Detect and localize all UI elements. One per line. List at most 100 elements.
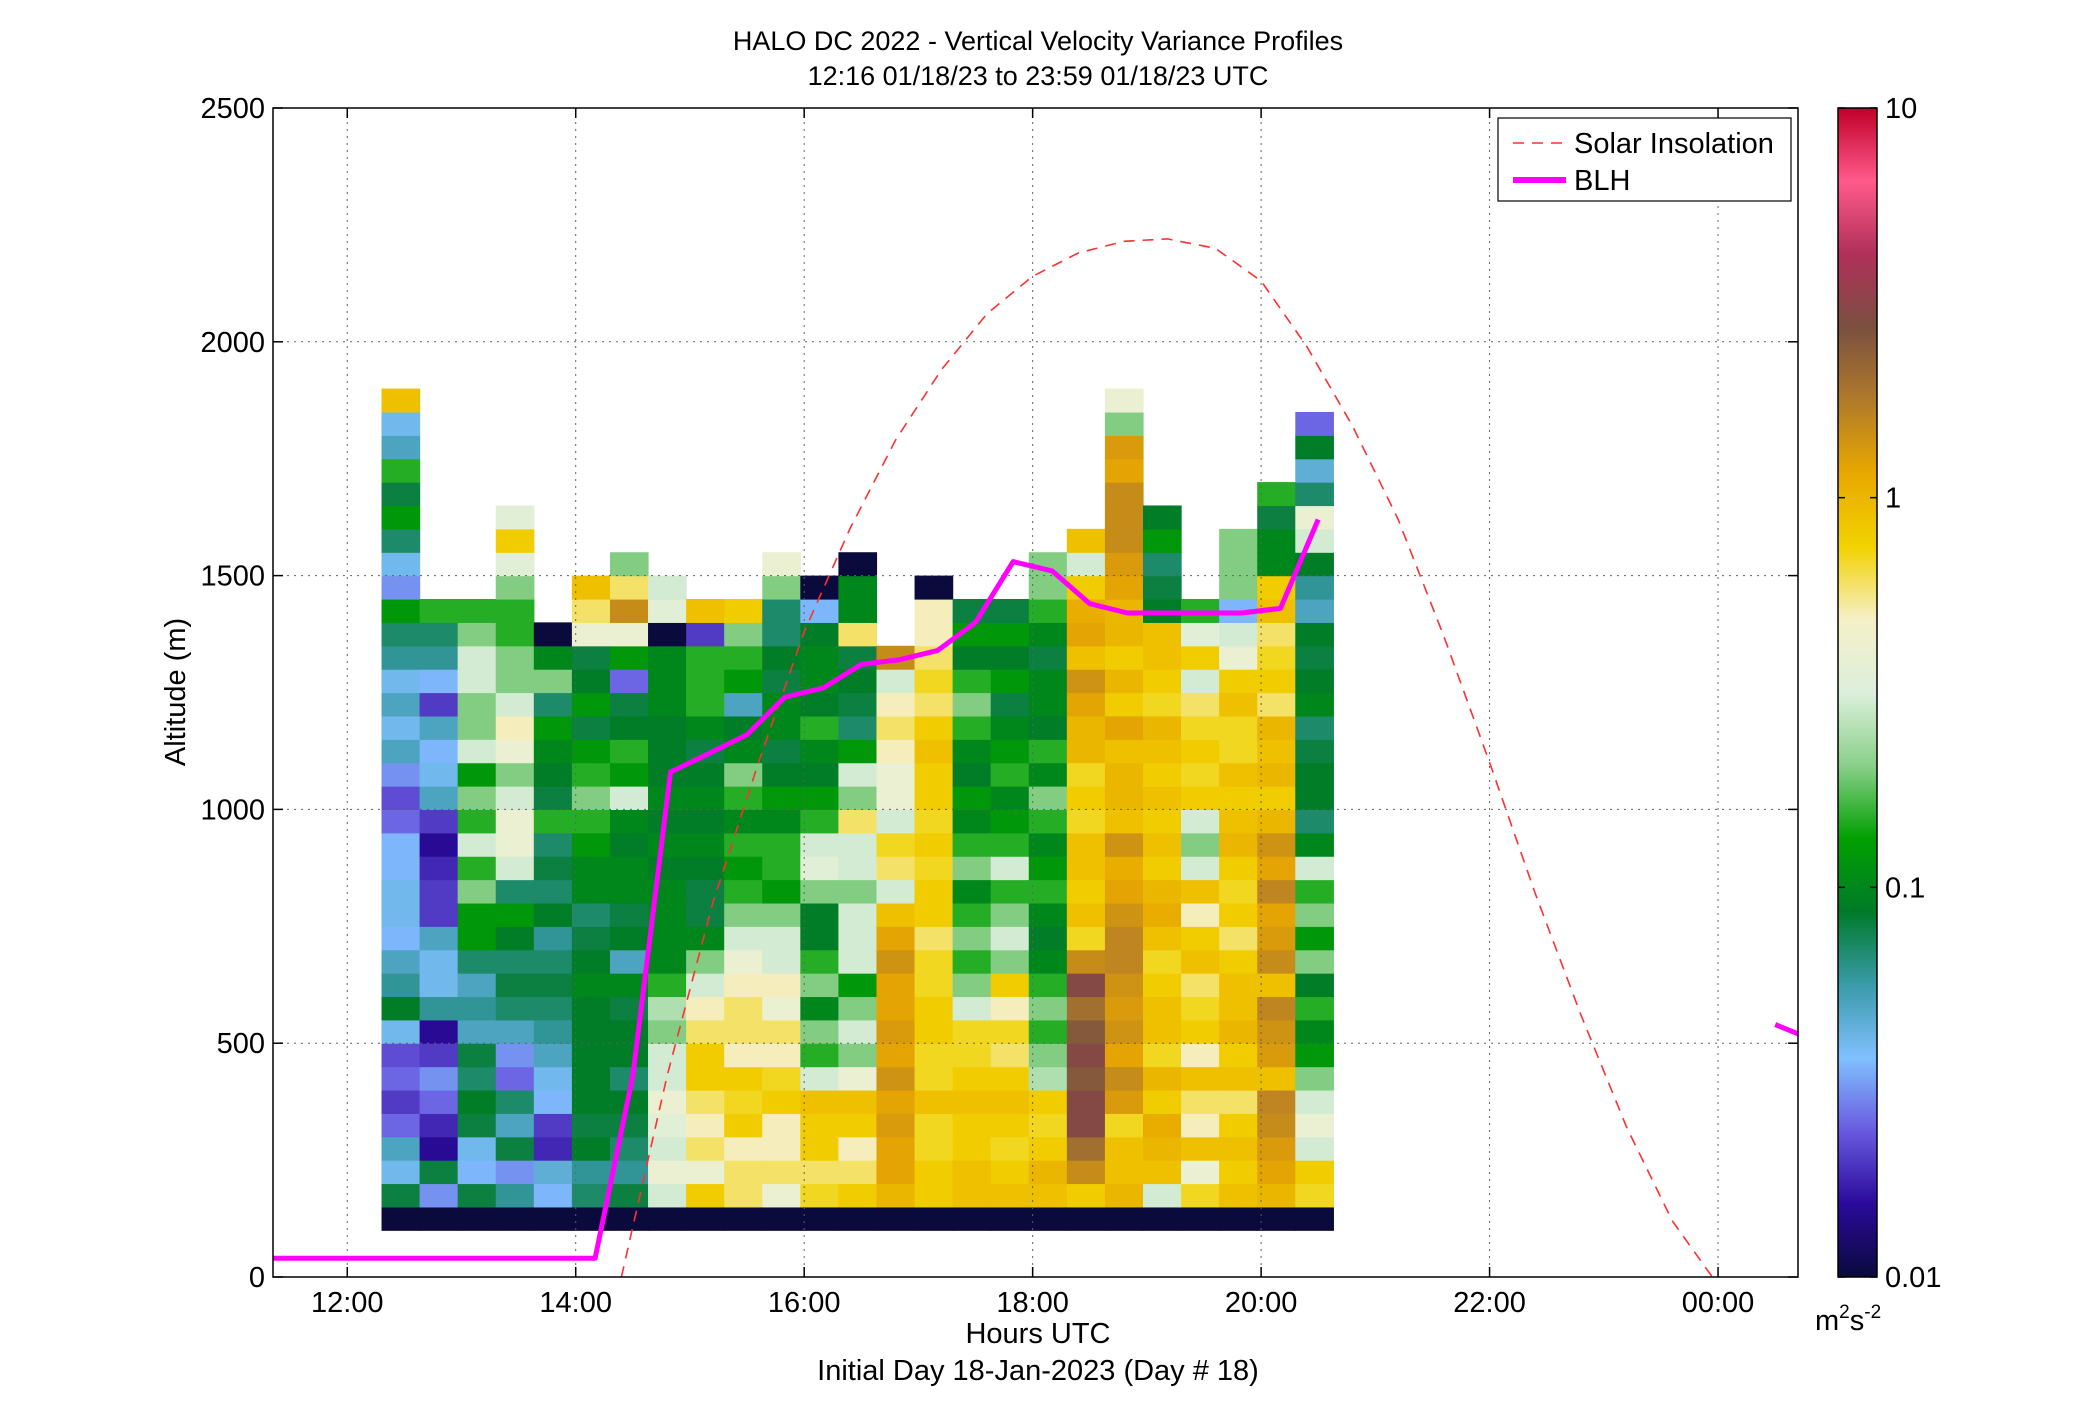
heatmap-cell (571, 1089, 611, 1114)
heatmap-cell (762, 1113, 801, 1138)
heatmap-cell (1104, 669, 1144, 694)
heatmap-cell (1219, 692, 1258, 717)
heatmap-cell (609, 1160, 649, 1185)
heatmap-cell (952, 645, 992, 670)
heatmap-cell (571, 692, 611, 717)
heatmap-cell (1295, 949, 1334, 974)
heatmap-cell (876, 786, 916, 810)
heatmap-cell (1028, 552, 1068, 577)
heatmap-cell (838, 1043, 878, 1068)
heatmap-cell (914, 856, 954, 881)
heatmap-cell (1028, 856, 1068, 881)
heatmap-cell (1028, 739, 1068, 764)
heatmap-cell (419, 786, 459, 810)
heatmap-cell (838, 575, 878, 600)
heatmap-cell (1028, 786, 1068, 810)
heatmap-cell (495, 832, 535, 857)
heatmap-cell (648, 1043, 687, 1068)
y-tick-label: 500 (217, 1028, 265, 1060)
heatmap-cell (838, 1206, 878, 1231)
heatmap-cell (533, 1113, 573, 1138)
heatmap-cell (1219, 926, 1258, 951)
heatmap-cell (457, 879, 497, 904)
heatmap-cell (762, 1206, 801, 1231)
solar-insolation-line (620, 238, 1713, 1278)
heatmap-cell (1142, 879, 1182, 904)
heatmap-cell (381, 762, 421, 787)
heatmap-cell (1257, 809, 1296, 834)
heatmap-cell (457, 1043, 497, 1068)
heatmap-cell (914, 1136, 954, 1161)
heatmap-cell (1028, 926, 1068, 951)
heatmap-cell (381, 1019, 421, 1044)
heatmap-cell (800, 926, 840, 951)
heatmap-cell (1104, 1089, 1144, 1114)
heatmap-cell (990, 832, 1030, 857)
heatmap-cell (1142, 1043, 1182, 1068)
heatmap-cell (495, 786, 535, 810)
heatmap-cell (1104, 692, 1144, 717)
heatmap-cell (952, 949, 992, 974)
heatmap-cell (457, 832, 497, 857)
heatmap-cell (1219, 1160, 1258, 1185)
heatmap-cell (1295, 645, 1334, 670)
heatmap-cell (381, 1066, 421, 1091)
heatmap-cell (1028, 1043, 1068, 1068)
heatmap-cell (381, 435, 421, 460)
heatmap-cell (990, 1089, 1030, 1114)
heatmap-cell (838, 1089, 878, 1114)
heatmap-cell (1104, 1043, 1144, 1068)
heatmap-cell (914, 1089, 954, 1114)
heatmap-cell (914, 879, 954, 904)
heatmap-cell (1219, 1043, 1258, 1068)
heatmap-cell (1104, 1136, 1144, 1161)
heatmap-cell (1295, 1206, 1334, 1231)
heatmap-cell (800, 973, 840, 998)
heatmap-cell (1142, 645, 1182, 670)
colorbar-ticks: 0.01 0.1 1 10 (1838, 93, 1941, 1294)
heatmap-cell (686, 1066, 725, 1091)
heatmap-cell (762, 809, 801, 834)
heatmap-cell (381, 598, 421, 623)
heatmap-cell (381, 692, 421, 717)
heatmap-cell (876, 1206, 916, 1231)
heatmap-cell (419, 1066, 459, 1091)
heatmap-cell (876, 902, 916, 927)
heatmap-cell (724, 1113, 763, 1138)
y-tick-label: 1500 (200, 561, 265, 593)
heatmap-cell (648, 692, 687, 717)
heatmap-cell (686, 598, 725, 623)
heatmap-cell (1066, 809, 1106, 834)
heatmap-cell (686, 762, 725, 787)
heatmap-cell (914, 949, 954, 974)
heatmap-cell (1295, 435, 1334, 460)
heatmap-cell (990, 1160, 1030, 1185)
heatmap-cell (609, 552, 649, 577)
heatmap-cell (1104, 458, 1144, 483)
heatmap-cell (419, 645, 459, 670)
heatmap-cell (1066, 1019, 1106, 1044)
heatmap-cell (1028, 949, 1068, 974)
heatmap-cell (495, 505, 535, 530)
heatmap-cell (686, 622, 725, 647)
heatmap-cell (1066, 973, 1106, 998)
heatmap-cell (914, 786, 954, 810)
heatmap-cell (1295, 575, 1334, 600)
heatmap-cell (1257, 528, 1296, 553)
heatmap-cell (1181, 622, 1220, 647)
heatmap-cell (381, 388, 421, 413)
heatmap-cell (571, 598, 611, 623)
heatmap-cell (381, 505, 421, 530)
heatmap-cell (1219, 715, 1258, 740)
heatmap-cell (952, 996, 992, 1021)
heatmap-cell (724, 902, 763, 927)
heatmap-cell (571, 669, 611, 694)
heatmap-cell (1295, 996, 1334, 1021)
heatmap-cell (800, 622, 840, 647)
heatmap-cell (838, 692, 878, 717)
heatmap-cell (1028, 1183, 1068, 1208)
heatmap-cell (724, 1043, 763, 1068)
heatmap-cell (1295, 1136, 1334, 1161)
heatmap-cell (686, 996, 725, 1021)
heatmap-cell (762, 973, 801, 998)
